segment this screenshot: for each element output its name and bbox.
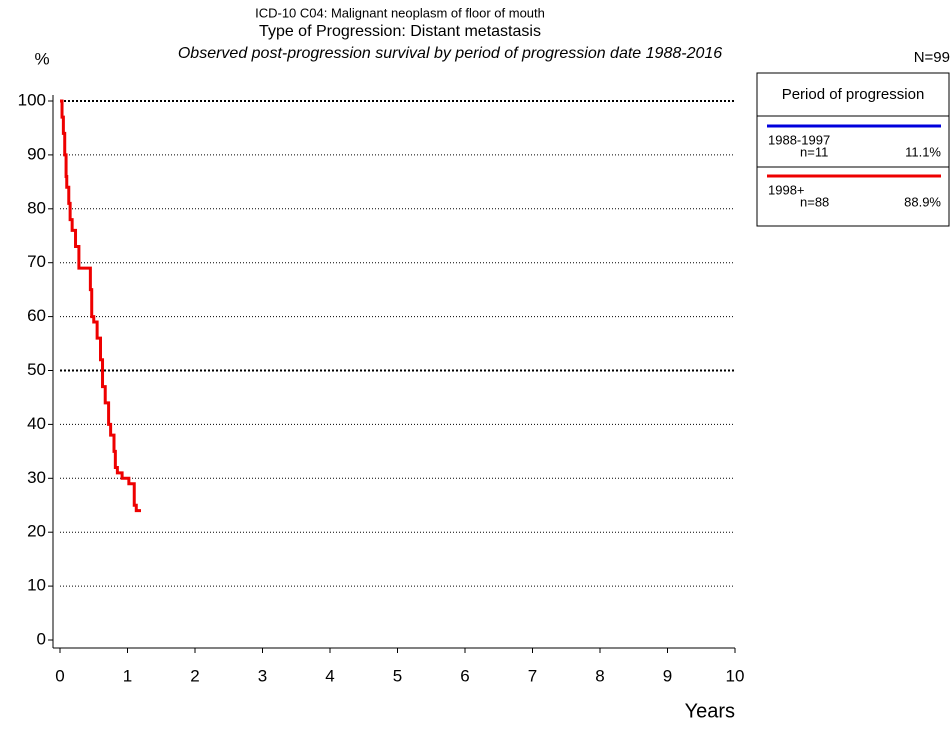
legend-label: 1988-1997	[768, 132, 830, 147]
chart-subtitle: Type of Progression: Distant metastasis	[259, 23, 541, 40]
legend-title: Period of progression	[782, 86, 925, 103]
x-tick-label: 10	[726, 666, 745, 685]
x-tick-label: 6	[460, 666, 469, 685]
y-tick-label: 20	[27, 522, 46, 541]
chart-caption: Observed post-progression survival by pe…	[178, 45, 722, 62]
legend-count: n=11	[800, 144, 828, 159]
y-tick-label: 0	[37, 629, 46, 648]
x-tick-label: 8	[595, 666, 604, 685]
y-tick-label: 90	[27, 144, 46, 163]
y-tick-label: 30	[27, 468, 46, 487]
total-count: N=99	[914, 49, 950, 66]
y-tick-label: 80	[27, 198, 46, 217]
legend-label: 1998+	[768, 182, 805, 197]
x-tick-label: 7	[528, 666, 537, 685]
x-tick-label: 9	[663, 666, 672, 685]
legend-count: n=88	[800, 194, 829, 209]
x-tick-label: 1	[123, 666, 132, 685]
y-tick-label: 60	[27, 306, 46, 325]
y-tick-label: 100	[18, 90, 46, 109]
legend-box	[756, 72, 950, 227]
x-tick-label: 2	[190, 666, 199, 685]
legend-share: 88.9%	[904, 194, 941, 209]
y-tick-label: 70	[27, 252, 46, 271]
x-tick-label: 4	[325, 666, 334, 685]
survival-line	[60, 99, 141, 513]
y-tick-label: 50	[27, 360, 46, 379]
chart-title: ICD-10 C04: Malignant neoplasm of floor …	[255, 5, 545, 20]
y-axis-label: %	[34, 49, 49, 68]
x-tick-label: 0	[55, 666, 64, 685]
y-tick-label: 40	[27, 414, 46, 433]
x-tick-label: 5	[393, 666, 402, 685]
legend-share: 11.1%	[905, 144, 941, 159]
x-tick-label: 3	[258, 666, 267, 685]
x-axis-label: Years	[685, 700, 735, 722]
y-tick-label: 10	[27, 576, 46, 595]
